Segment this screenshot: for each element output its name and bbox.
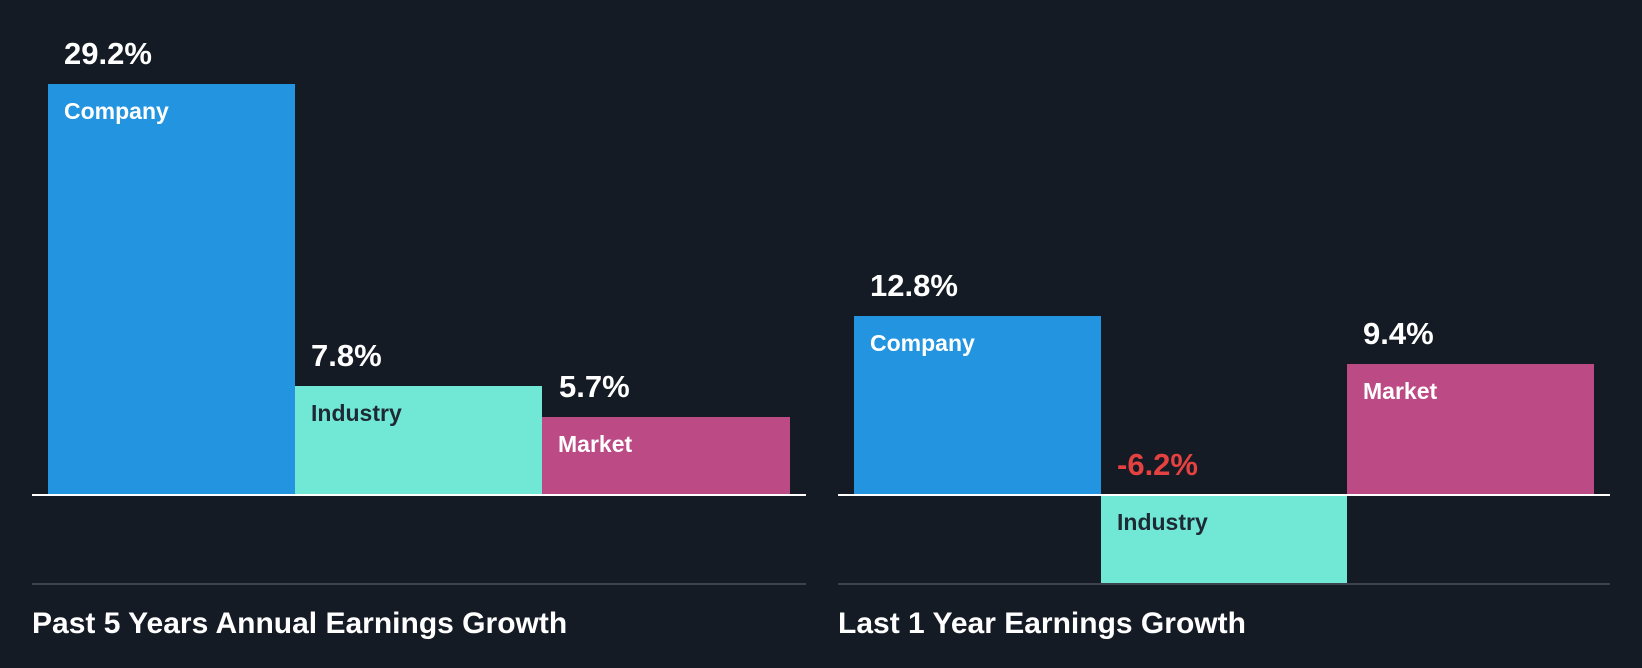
bar-label-company: Company	[64, 98, 169, 124]
bar-company[interactable]: Company	[48, 84, 295, 495]
footer-divider	[838, 583, 1610, 585]
bar-label-industry: Industry	[1117, 509, 1208, 535]
bar-label-market: Market	[558, 431, 633, 457]
value-label-market: 9.4%	[1363, 316, 1434, 351]
bar-market[interactable]: Market	[1347, 364, 1594, 495]
value-label-industry: 7.8%	[311, 338, 382, 373]
footer-divider	[32, 583, 806, 585]
bar-label-company: Company	[870, 330, 975, 356]
bar-company[interactable]: Company	[854, 316, 1101, 495]
bar-industry[interactable]: Industry	[1101, 495, 1347, 583]
bar-industry[interactable]: Industry	[295, 386, 542, 495]
chart-title: Past 5 Years Annual Earnings Growth	[32, 607, 568, 640]
zero-baseline	[32, 494, 806, 496]
chart-past-5-years: Company 29.2% Industry 7.8% Market 5.7% …	[32, 36, 806, 640]
bar-label-industry: Industry	[311, 400, 402, 426]
value-label-industry: -6.2%	[1117, 447, 1198, 482]
bar-market[interactable]: Market	[542, 417, 790, 495]
value-label-company: 12.8%	[870, 268, 958, 303]
value-label-market: 5.7%	[559, 369, 630, 404]
chart-title: Last 1 Year Earnings Growth	[838, 607, 1246, 640]
zero-baseline	[838, 494, 1610, 496]
value-label-company: 29.2%	[64, 36, 152, 71]
bar-label-market: Market	[1363, 378, 1438, 404]
